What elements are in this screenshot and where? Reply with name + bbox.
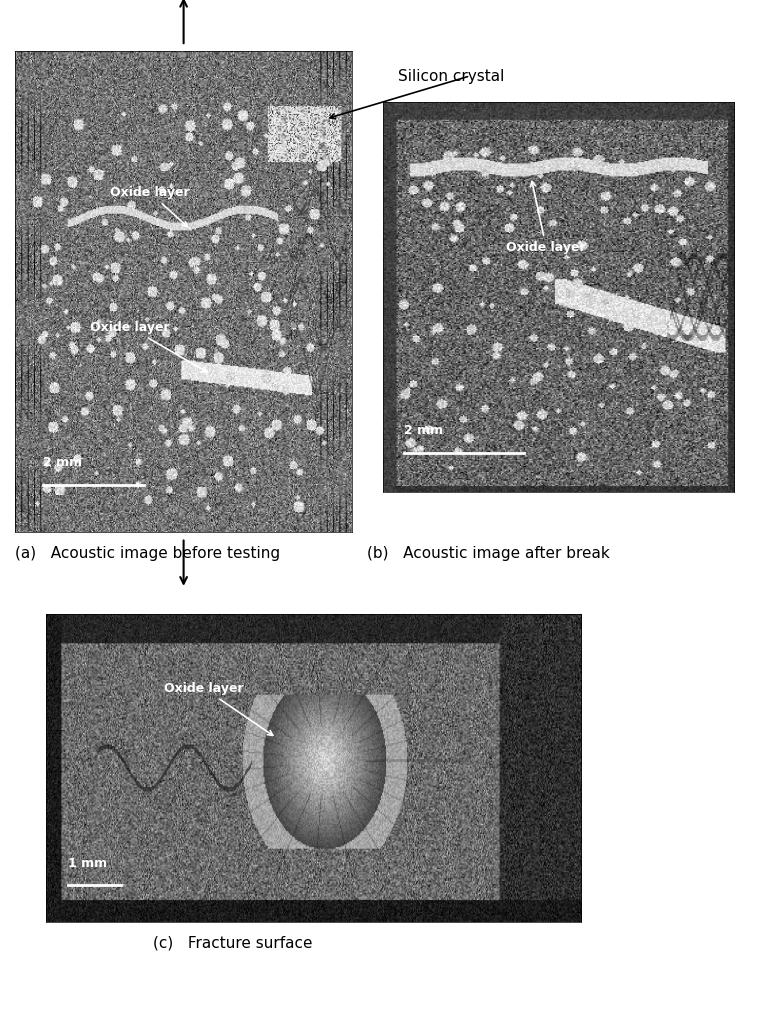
Text: (b)   Acoustic image after break: (b) Acoustic image after break — [367, 546, 610, 561]
Text: 2 mm: 2 mm — [404, 424, 444, 437]
Text: (c)   Fracture surface: (c) Fracture surface — [153, 935, 312, 950]
Text: Silicon crystal: Silicon crystal — [398, 70, 504, 84]
Text: (a)   Acoustic image before testing: (a) Acoustic image before testing — [15, 546, 281, 561]
Text: Oxide layer: Oxide layer — [164, 682, 273, 735]
Text: 2 mm: 2 mm — [43, 456, 82, 469]
Text: Oxide layer: Oxide layer — [110, 186, 190, 226]
Text: Oxide layer: Oxide layer — [90, 321, 207, 372]
Text: 1 mm: 1 mm — [68, 857, 107, 870]
Text: Oxide layer: Oxide layer — [506, 181, 586, 254]
